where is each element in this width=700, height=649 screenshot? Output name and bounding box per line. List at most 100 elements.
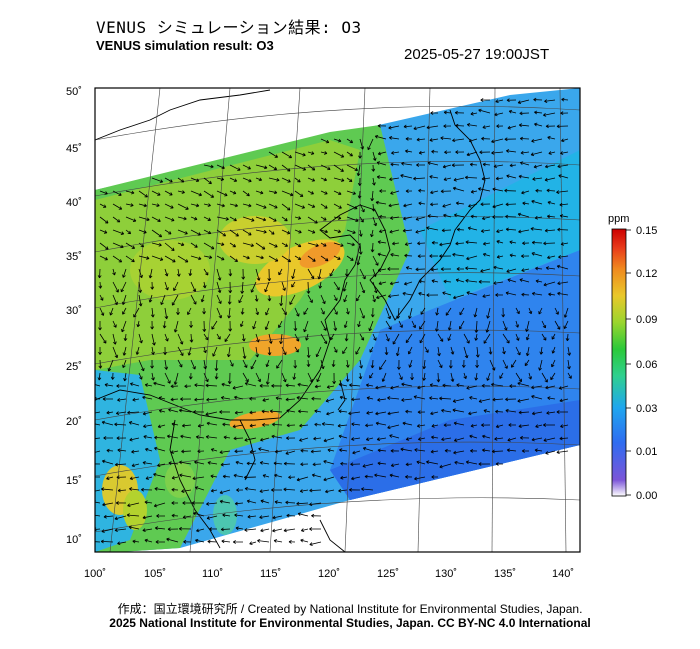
wind-arrow <box>333 229 342 234</box>
wind-arrow <box>320 229 328 234</box>
wind-arrow <box>362 463 374 468</box>
wind-arrow <box>515 320 520 328</box>
longitude-axis: 100˚ 105˚ 110˚ 115˚ 120˚ 125˚ 130˚ 135˚ … <box>84 568 574 580</box>
wind-arrow <box>222 513 231 518</box>
wind-arrow <box>544 164 556 169</box>
wind-arrow <box>427 161 439 166</box>
wind-arrow <box>333 151 345 158</box>
wind-arrow <box>178 526 192 531</box>
wind-arrow <box>365 383 374 388</box>
wind-arrow <box>311 513 322 518</box>
wind-arrow <box>203 255 213 260</box>
wind-arrow <box>431 240 439 245</box>
wind-arrow <box>294 164 307 171</box>
wind-arrow <box>557 281 569 286</box>
wind-arrow <box>151 177 164 183</box>
wind-arrow <box>154 435 166 440</box>
wind-arrow <box>164 333 169 342</box>
wind-arrow <box>235 526 244 531</box>
wind-arrow <box>234 513 244 518</box>
wind-arrow <box>285 397 296 402</box>
wind-arrow <box>281 242 288 247</box>
wind-arrow <box>150 307 155 318</box>
wind-arrow <box>375 421 387 426</box>
wind-arrow <box>338 488 348 493</box>
wind-arrow <box>508 423 517 427</box>
wind-arrow <box>392 333 400 345</box>
wind-arrow <box>522 201 530 206</box>
wind-arrow <box>255 346 260 358</box>
wind-arrow <box>138 190 148 198</box>
wind-arrow <box>259 461 270 465</box>
wind-arrow <box>358 242 363 255</box>
wind-arrow <box>343 320 348 329</box>
wind-arrow <box>545 266 556 270</box>
wind-arrow <box>491 151 504 155</box>
wind-arrow <box>377 268 387 272</box>
wind-arrow <box>405 409 413 414</box>
wind-arrow <box>559 214 569 218</box>
wind-arrow <box>216 229 227 237</box>
wind-arrow <box>100 539 114 544</box>
wind-arrow <box>114 422 127 427</box>
wind-arrow <box>151 203 160 208</box>
wind-arrow <box>307 372 314 383</box>
wind-arrow <box>281 255 292 263</box>
wind-arrow <box>123 333 128 342</box>
wind-arrow <box>116 475 127 480</box>
wind-arrow <box>491 138 504 144</box>
wind-arrow <box>547 214 556 219</box>
wind-arrow <box>166 434 179 439</box>
wind-arrow <box>171 422 179 427</box>
wind-arrow <box>474 333 479 341</box>
wind-arrow <box>431 149 439 154</box>
wind-arrow <box>179 460 192 465</box>
wind-arrow <box>436 372 441 383</box>
wind-arrow <box>285 450 296 455</box>
wind-arrow <box>450 346 455 355</box>
wind-arrow <box>483 409 491 413</box>
wind-arrow <box>321 422 335 426</box>
wind-arrow <box>426 293 439 297</box>
wind-arrow <box>274 473 283 478</box>
wind-arrow <box>494 112 504 117</box>
wind-arrow <box>103 436 114 440</box>
wind-arrow <box>448 359 453 369</box>
wind-arrow <box>164 255 176 263</box>
wind-arrow <box>517 99 530 105</box>
wind-arrow <box>387 396 400 400</box>
wind-arrow <box>297 382 309 387</box>
wind-arrow <box>505 397 517 402</box>
wind-arrow <box>333 177 345 182</box>
wind-arrow <box>338 409 348 414</box>
wind-arrow <box>389 229 400 234</box>
wind-arrow <box>153 472 166 478</box>
wind-arrow <box>163 346 167 355</box>
wind-arrow <box>370 307 375 318</box>
wind-arrow <box>278 320 283 329</box>
wind-arrow <box>346 164 358 172</box>
wind-arrow <box>521 292 530 297</box>
wind-arrow <box>519 136 530 141</box>
wind-arrow <box>242 346 247 359</box>
wind-arrow <box>358 229 363 237</box>
wind-arrow <box>469 396 478 400</box>
colorbar: ppm 0.15 0.12 0.09 0.06 0.03 0.01 0.00 <box>608 213 657 502</box>
wind-arrow <box>138 268 143 279</box>
wind-arrow <box>106 410 114 415</box>
wind-arrow <box>249 396 257 401</box>
wind-arrow <box>234 501 244 506</box>
wind-arrow <box>547 200 556 205</box>
wind-arrow <box>556 190 569 194</box>
wind-arrow <box>389 473 400 478</box>
wind-arrow <box>413 395 426 400</box>
wind-arrow <box>203 164 214 169</box>
wind-arrow <box>229 242 236 248</box>
wind-arrow <box>101 528 114 533</box>
wind-arrow <box>148 268 153 279</box>
wind-arrow <box>320 242 327 247</box>
wind-arrow <box>346 190 356 195</box>
wind-arrow <box>180 397 192 401</box>
wind-arrow <box>333 281 340 291</box>
wind-arrow <box>242 359 248 368</box>
